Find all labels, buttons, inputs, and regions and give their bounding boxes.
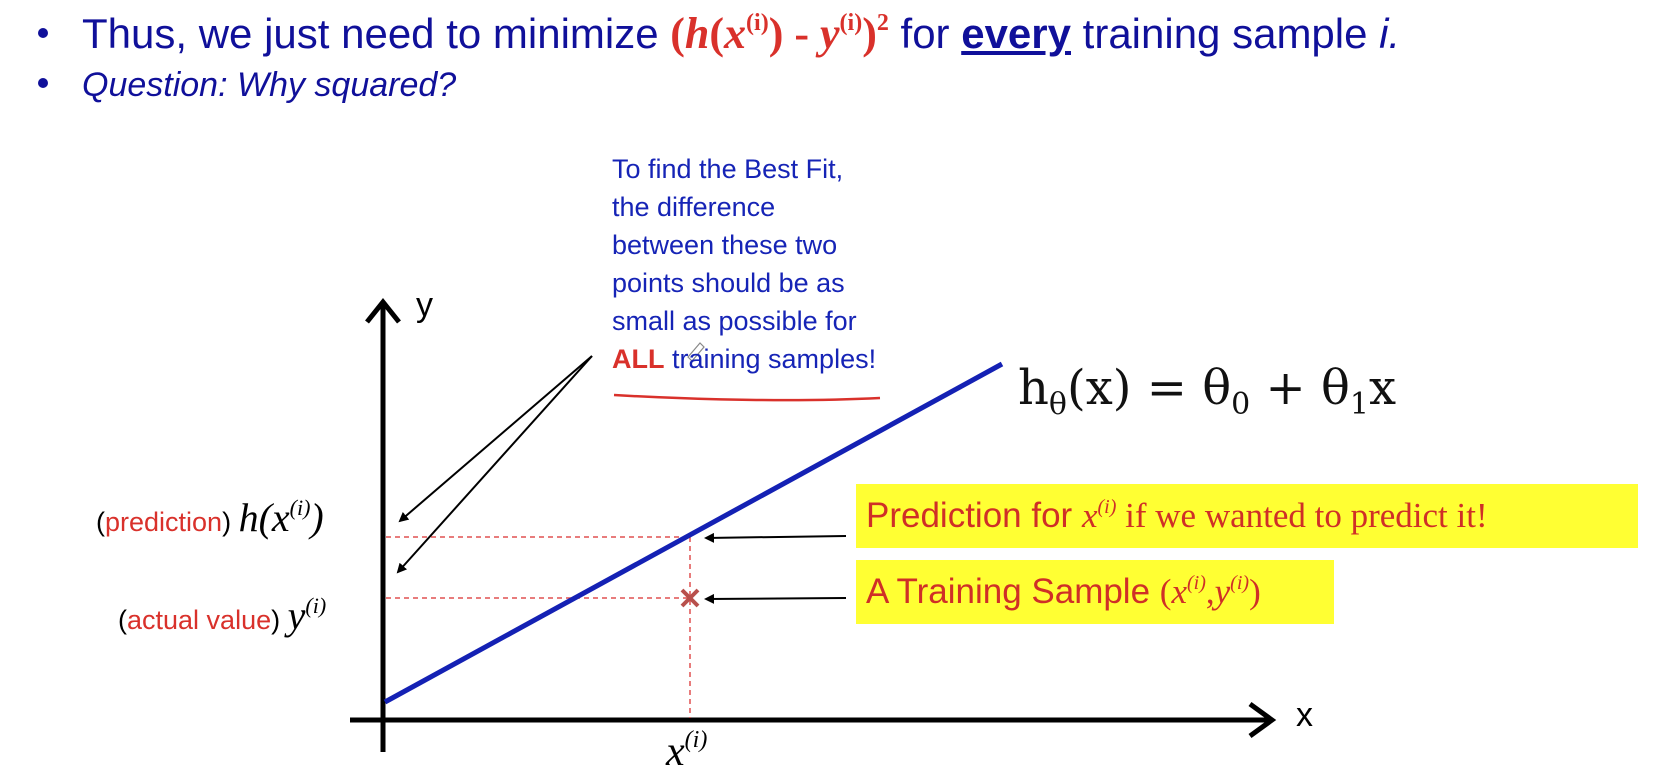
- bullet-icon: [38, 27, 48, 38]
- bullet-1-every: every: [961, 10, 1071, 57]
- formula-x: x: [724, 9, 747, 58]
- annotation-line: between these two: [612, 230, 838, 260]
- formula-sub-0: 0: [1231, 387, 1251, 422]
- actual-value-label: (actual value) y(i): [118, 593, 327, 638]
- formula-theta-sub: θ: [1048, 387, 1067, 422]
- question-text: Question: Why squared?: [82, 66, 457, 104]
- formula-h: h: [1018, 360, 1049, 416]
- bullet-line-2: Question: Why squared?: [38, 66, 456, 105]
- bullet-icon: [38, 78, 48, 89]
- annotation-all-word: ALL: [612, 344, 665, 374]
- y-axis-arrowhead: [365, 297, 401, 324]
- bullet-1-for: for: [888, 10, 962, 57]
- prediction-callout-tail: if we wanted to predict it!: [1116, 496, 1488, 535]
- formula-y: y: [820, 9, 840, 58]
- arrow-from-sample-box: [704, 593, 847, 604]
- pencil-cursor-icon: [687, 342, 705, 362]
- arrow-from-prediction-box: [704, 532, 847, 543]
- actual-math: y: [287, 593, 306, 638]
- formula-h: h: [684, 9, 710, 58]
- xi-base: x: [666, 729, 685, 775]
- bullet-1-i: i.: [1379, 10, 1401, 57]
- prediction-label: (prediction) h(x(i)): [96, 495, 324, 540]
- squared-error-formula: (h(x(i)) - y(i))2: [670, 9, 889, 58]
- prediction-callout: Prediction for x(i) if we wanted to pred…: [856, 484, 1638, 548]
- prediction-math: h(x: [238, 495, 290, 540]
- sample-callout-x-sup: (i): [1186, 572, 1206, 594]
- prediction-word: prediction: [105, 507, 223, 537]
- arrow-to-actual: [396, 355, 593, 574]
- xi-tick-label: x(i): [666, 728, 707, 776]
- actual-word: actual value: [127, 605, 272, 635]
- prediction-callout-x: x: [1081, 496, 1098, 535]
- xi-sup: (i): [684, 727, 708, 753]
- annotation-underline: [613, 393, 881, 402]
- sample-callout-text: A Training Sample: [866, 572, 1160, 611]
- formula-minus: -: [794, 9, 821, 58]
- sample-callout-y: y: [1214, 572, 1231, 611]
- annotation-line-last: ALL training samples!: [612, 340, 922, 378]
- prediction-callout-text: Prediction for: [866, 496, 1082, 535]
- formula-sup-2: (i): [839, 10, 863, 36]
- annotation-last-rest: training samples!: [664, 344, 877, 374]
- best-fit-annotation: To find the Best Fit, the difference bet…: [612, 150, 922, 378]
- formula-sup: (i): [746, 10, 769, 36]
- training-sample-callout: A Training Sample (x(i),y(i)): [856, 560, 1334, 624]
- arrow-to-prediction: [398, 355, 593, 523]
- annotation-line: To find the Best Fit,: [612, 154, 844, 184]
- x-axis-label: x: [1296, 696, 1313, 734]
- bullet-1-tail: training sample: [1071, 10, 1380, 57]
- formula-rest: (x) = θ: [1066, 360, 1232, 416]
- annotation-line: points should be as: [612, 268, 845, 298]
- formula-sub-1: 1: [1349, 387, 1369, 422]
- prediction-callout-sup: (i): [1097, 496, 1117, 518]
- bullet-1-lead: Thus, we just need to minimize: [82, 10, 659, 57]
- sample-callout-x: x: [1171, 572, 1187, 611]
- formula-square: 2: [876, 10, 889, 36]
- prediction-sup: (i): [289, 495, 311, 520]
- sample-callout-y-sup: (i): [1230, 572, 1250, 594]
- formula-plus: + θ: [1250, 360, 1350, 416]
- training-sample-marker: [680, 588, 700, 608]
- y-axis-label: y: [416, 286, 433, 324]
- annotation-line: small as possible for: [612, 306, 857, 336]
- hypothesis-line: [383, 361, 1004, 705]
- actual-sup: (i): [305, 593, 327, 618]
- x-axis-arrowhead: [1248, 701, 1277, 739]
- formula-x-var: x: [1368, 360, 1397, 416]
- bullet-line-1: Thus, we just need to minimize (h(x(i)) …: [38, 8, 1400, 59]
- annotation-line: the difference: [612, 192, 776, 222]
- prediction-close-paren: ): [310, 495, 324, 540]
- hypothesis-formula: hθ(x) = θ0 + θ1x: [1018, 360, 1397, 420]
